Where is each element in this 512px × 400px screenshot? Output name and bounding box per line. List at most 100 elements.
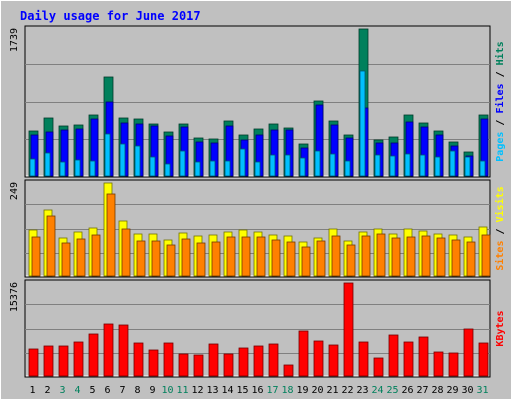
bar-sites-day-31 bbox=[481, 234, 491, 277]
bar-sites-day-12 bbox=[196, 242, 206, 277]
x-tick-label: 7 bbox=[119, 385, 125, 396]
bar-pages-day-4 bbox=[74, 159, 81, 177]
legend-files: Files bbox=[494, 83, 506, 113]
bar-pages-day-7 bbox=[119, 143, 126, 177]
x-tick-label: 12 bbox=[191, 385, 203, 396]
x-tick-label: 25 bbox=[386, 385, 398, 396]
bar-sites-day-20 bbox=[316, 240, 326, 277]
legend-visits: Visits bbox=[494, 186, 506, 222]
legend-separator: / bbox=[495, 65, 506, 83]
x-tick-label: 22 bbox=[341, 385, 353, 396]
bar-kbytes-day-9 bbox=[148, 349, 159, 377]
bar-pages-day-29 bbox=[449, 150, 456, 177]
bar-sites-day-4 bbox=[76, 238, 86, 277]
bar-pages-day-12 bbox=[194, 161, 201, 177]
x-tick-label: 31 bbox=[476, 385, 488, 396]
bar-kbytes-day-28 bbox=[433, 351, 444, 377]
bar-pages-day-17 bbox=[269, 154, 276, 177]
bar-kbytes-day-10 bbox=[163, 342, 174, 377]
bar-kbytes-day-22 bbox=[343, 282, 354, 377]
bar-sites-day-9 bbox=[151, 240, 161, 277]
bar-kbytes-day-27 bbox=[418, 336, 429, 377]
bar-pages-day-1 bbox=[29, 158, 36, 177]
bar-kbytes-day-26 bbox=[403, 341, 414, 377]
x-tick-label: 28 bbox=[431, 385, 443, 396]
bar-pages-day-8 bbox=[134, 145, 141, 177]
legend-separator: / bbox=[495, 222, 506, 240]
y-max-label: 15376 bbox=[9, 282, 20, 312]
bar-pages-day-24 bbox=[374, 154, 381, 177]
bar-sites-day-11 bbox=[181, 238, 191, 277]
bar-pages-day-11 bbox=[179, 150, 186, 177]
legend-label: Sites / Visits bbox=[494, 186, 506, 270]
bar-sites-day-10 bbox=[166, 244, 176, 277]
legend-separator: / bbox=[495, 114, 506, 132]
bar-sites-day-6 bbox=[106, 193, 116, 277]
bar-pages-day-30 bbox=[464, 156, 471, 177]
y-max-label: 1739 bbox=[9, 28, 20, 52]
bar-kbytes-day-1 bbox=[28, 348, 39, 377]
bar-kbytes-day-18 bbox=[283, 364, 294, 377]
bar-sites-day-21 bbox=[331, 235, 341, 277]
bar-sites-day-18 bbox=[286, 241, 296, 277]
bar-sites-day-3 bbox=[61, 242, 71, 277]
bar-pages-day-5 bbox=[89, 160, 96, 177]
bar-kbytes-day-16 bbox=[253, 345, 264, 377]
bar-pages-day-3 bbox=[59, 161, 66, 177]
bar-kbytes-day-4 bbox=[73, 341, 84, 377]
bar-pages-day-13 bbox=[209, 160, 216, 177]
legend-hits: Hits bbox=[494, 41, 506, 65]
bar-sites-day-1 bbox=[31, 236, 41, 277]
bar-kbytes-day-29 bbox=[448, 352, 459, 377]
bar-sites-day-7 bbox=[121, 228, 131, 277]
x-tick-label: 23 bbox=[356, 385, 368, 396]
bar-pages-day-2 bbox=[44, 152, 51, 177]
bar-sites-day-22 bbox=[346, 244, 356, 277]
bar-sites-day-14 bbox=[226, 236, 236, 277]
bar-sites-day-13 bbox=[211, 241, 221, 277]
x-tick-label: 8 bbox=[134, 385, 140, 396]
chart-title: Daily usage for June 2017 bbox=[20, 9, 201, 23]
x-tick-label: 27 bbox=[416, 385, 428, 396]
x-tick-label: 17 bbox=[266, 385, 278, 396]
bar-kbytes-day-24 bbox=[373, 357, 384, 377]
bar-pages-day-9 bbox=[149, 156, 156, 177]
bar-kbytes-day-14 bbox=[223, 353, 234, 377]
bar-pages-day-16 bbox=[254, 161, 261, 177]
bar-kbytes-day-13 bbox=[208, 343, 219, 377]
bar-sites-day-23 bbox=[361, 235, 371, 277]
legend-sites: Sites bbox=[494, 241, 506, 271]
bar-sites-day-15 bbox=[241, 236, 251, 277]
bar-sites-day-27 bbox=[421, 235, 431, 277]
bar-sites-day-30 bbox=[466, 241, 476, 277]
bar-pages-day-27 bbox=[419, 154, 426, 177]
x-tick-label: 15 bbox=[236, 385, 248, 396]
bar-pages-day-23 bbox=[359, 70, 366, 177]
x-tick-label: 1 bbox=[29, 385, 35, 396]
x-tick-label: 9 bbox=[149, 385, 155, 396]
x-tick-label: 2 bbox=[44, 385, 50, 396]
bar-sites-day-5 bbox=[91, 234, 101, 277]
x-tick-label: 4 bbox=[74, 385, 80, 396]
x-tick-label: 21 bbox=[326, 385, 338, 396]
bar-sites-day-19 bbox=[301, 246, 311, 277]
bar-kbytes-day-15 bbox=[238, 347, 249, 377]
x-tick-label: 24 bbox=[371, 385, 383, 396]
x-tick-label: 6 bbox=[104, 385, 110, 396]
bar-pages-day-20 bbox=[314, 150, 321, 177]
bar-pages-day-28 bbox=[434, 156, 441, 177]
bar-sites-day-17 bbox=[271, 239, 281, 277]
x-tick-label: 11 bbox=[176, 385, 188, 396]
bar-kbytes-day-25 bbox=[388, 334, 399, 377]
x-tick-label: 5 bbox=[89, 385, 95, 396]
bar-kbytes-day-5 bbox=[88, 333, 99, 377]
bar-sites-day-29 bbox=[451, 239, 461, 277]
bar-kbytes-day-21 bbox=[328, 344, 339, 377]
x-tick-label: 20 bbox=[311, 385, 323, 396]
bar-kbytes-day-2 bbox=[43, 345, 54, 377]
bar-sites-day-28 bbox=[436, 237, 446, 277]
x-tick-label: 3 bbox=[59, 385, 65, 396]
bar-pages-day-10 bbox=[164, 163, 171, 177]
bar-pages-day-21 bbox=[329, 153, 336, 177]
bar-kbytes-day-23 bbox=[358, 341, 369, 377]
